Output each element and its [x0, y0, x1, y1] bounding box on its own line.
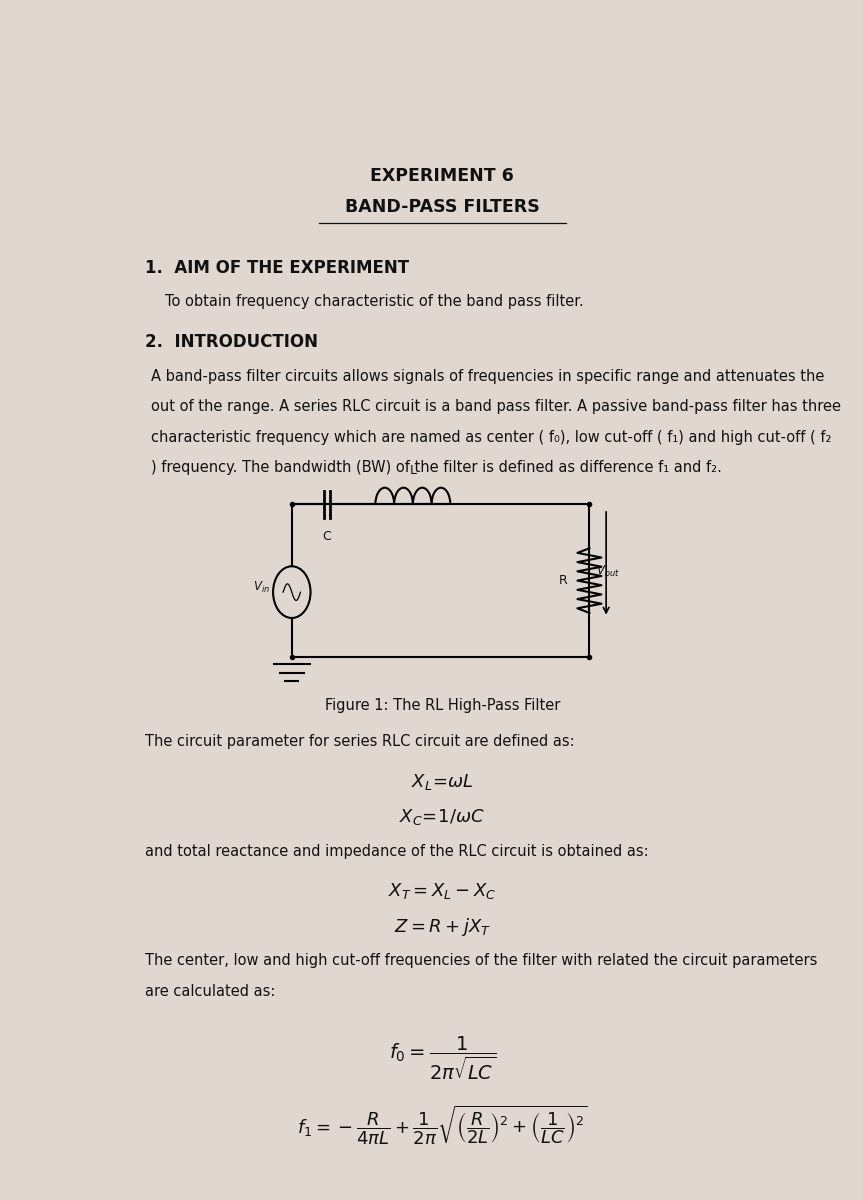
Text: EXPERIMENT 6: EXPERIMENT 6 [370, 167, 514, 185]
Text: $f_1=-\dfrac{R}{4\pi L}+\dfrac{1}{2\pi}\sqrt{\left(\dfrac{R}{2L}\right)^2+\left(: $f_1=-\dfrac{R}{4\pi L}+\dfrac{1}{2\pi}\… [297, 1104, 588, 1147]
Text: 2.  INTRODUCTION: 2. INTRODUCTION [145, 334, 318, 352]
Text: $V_{out}$: $V_{out}$ [596, 564, 620, 578]
Text: are calculated as:: are calculated as: [145, 984, 275, 998]
Text: out of the range. A series RLC circuit is a band pass filter. A passive band-pas: out of the range. A series RLC circuit i… [151, 400, 841, 414]
Text: The center, low and high cut-off frequencies of the filter with related the circ: The center, low and high cut-off frequen… [145, 954, 817, 968]
Text: 1.  AIM OF THE EXPERIMENT: 1. AIM OF THE EXPERIMENT [145, 258, 409, 276]
Text: Figure 1: The RL High-Pass Filter: Figure 1: The RL High-Pass Filter [324, 698, 560, 714]
Text: $f_0=\dfrac{1}{2\pi\sqrt{LC}}$: $f_0=\dfrac{1}{2\pi\sqrt{LC}}$ [388, 1034, 496, 1082]
Text: characteristic frequency which are named as center ( f₀), low cut-off ( f₁) and : characteristic frequency which are named… [151, 430, 832, 444]
Text: $X_T = X_L - X_C$: $X_T = X_L - X_C$ [388, 881, 496, 901]
Text: and total reactance and impedance of the RLC circuit is obtained as:: and total reactance and impedance of the… [145, 845, 648, 859]
Text: To obtain frequency characteristic of the band pass filter.: To obtain frequency characteristic of th… [165, 294, 583, 308]
Text: $Z = R + jX_T$: $Z = R + jX_T$ [394, 917, 491, 938]
Text: $V_{in}$: $V_{in}$ [253, 580, 270, 595]
Text: A band-pass filter circuits allows signals of frequencies in specific range and : A band-pass filter circuits allows signa… [151, 368, 825, 384]
Text: BAND-PASS FILTERS: BAND-PASS FILTERS [345, 198, 539, 216]
Text: ) frequency. The bandwidth (BW) of the filter is defined as difference f₁ and f₂: ) frequency. The bandwidth (BW) of the f… [151, 460, 722, 475]
Text: $X_C\!=\!1/\omega C$: $X_C\!=\!1/\omega C$ [400, 808, 485, 828]
Text: L: L [409, 463, 416, 476]
Text: C: C [322, 530, 331, 544]
Text: The circuit parameter for series RLC circuit are defined as:: The circuit parameter for series RLC cir… [145, 733, 574, 749]
Text: $X_L\!=\!\omega L$: $X_L\!=\!\omega L$ [411, 773, 474, 792]
Text: R: R [558, 574, 567, 587]
